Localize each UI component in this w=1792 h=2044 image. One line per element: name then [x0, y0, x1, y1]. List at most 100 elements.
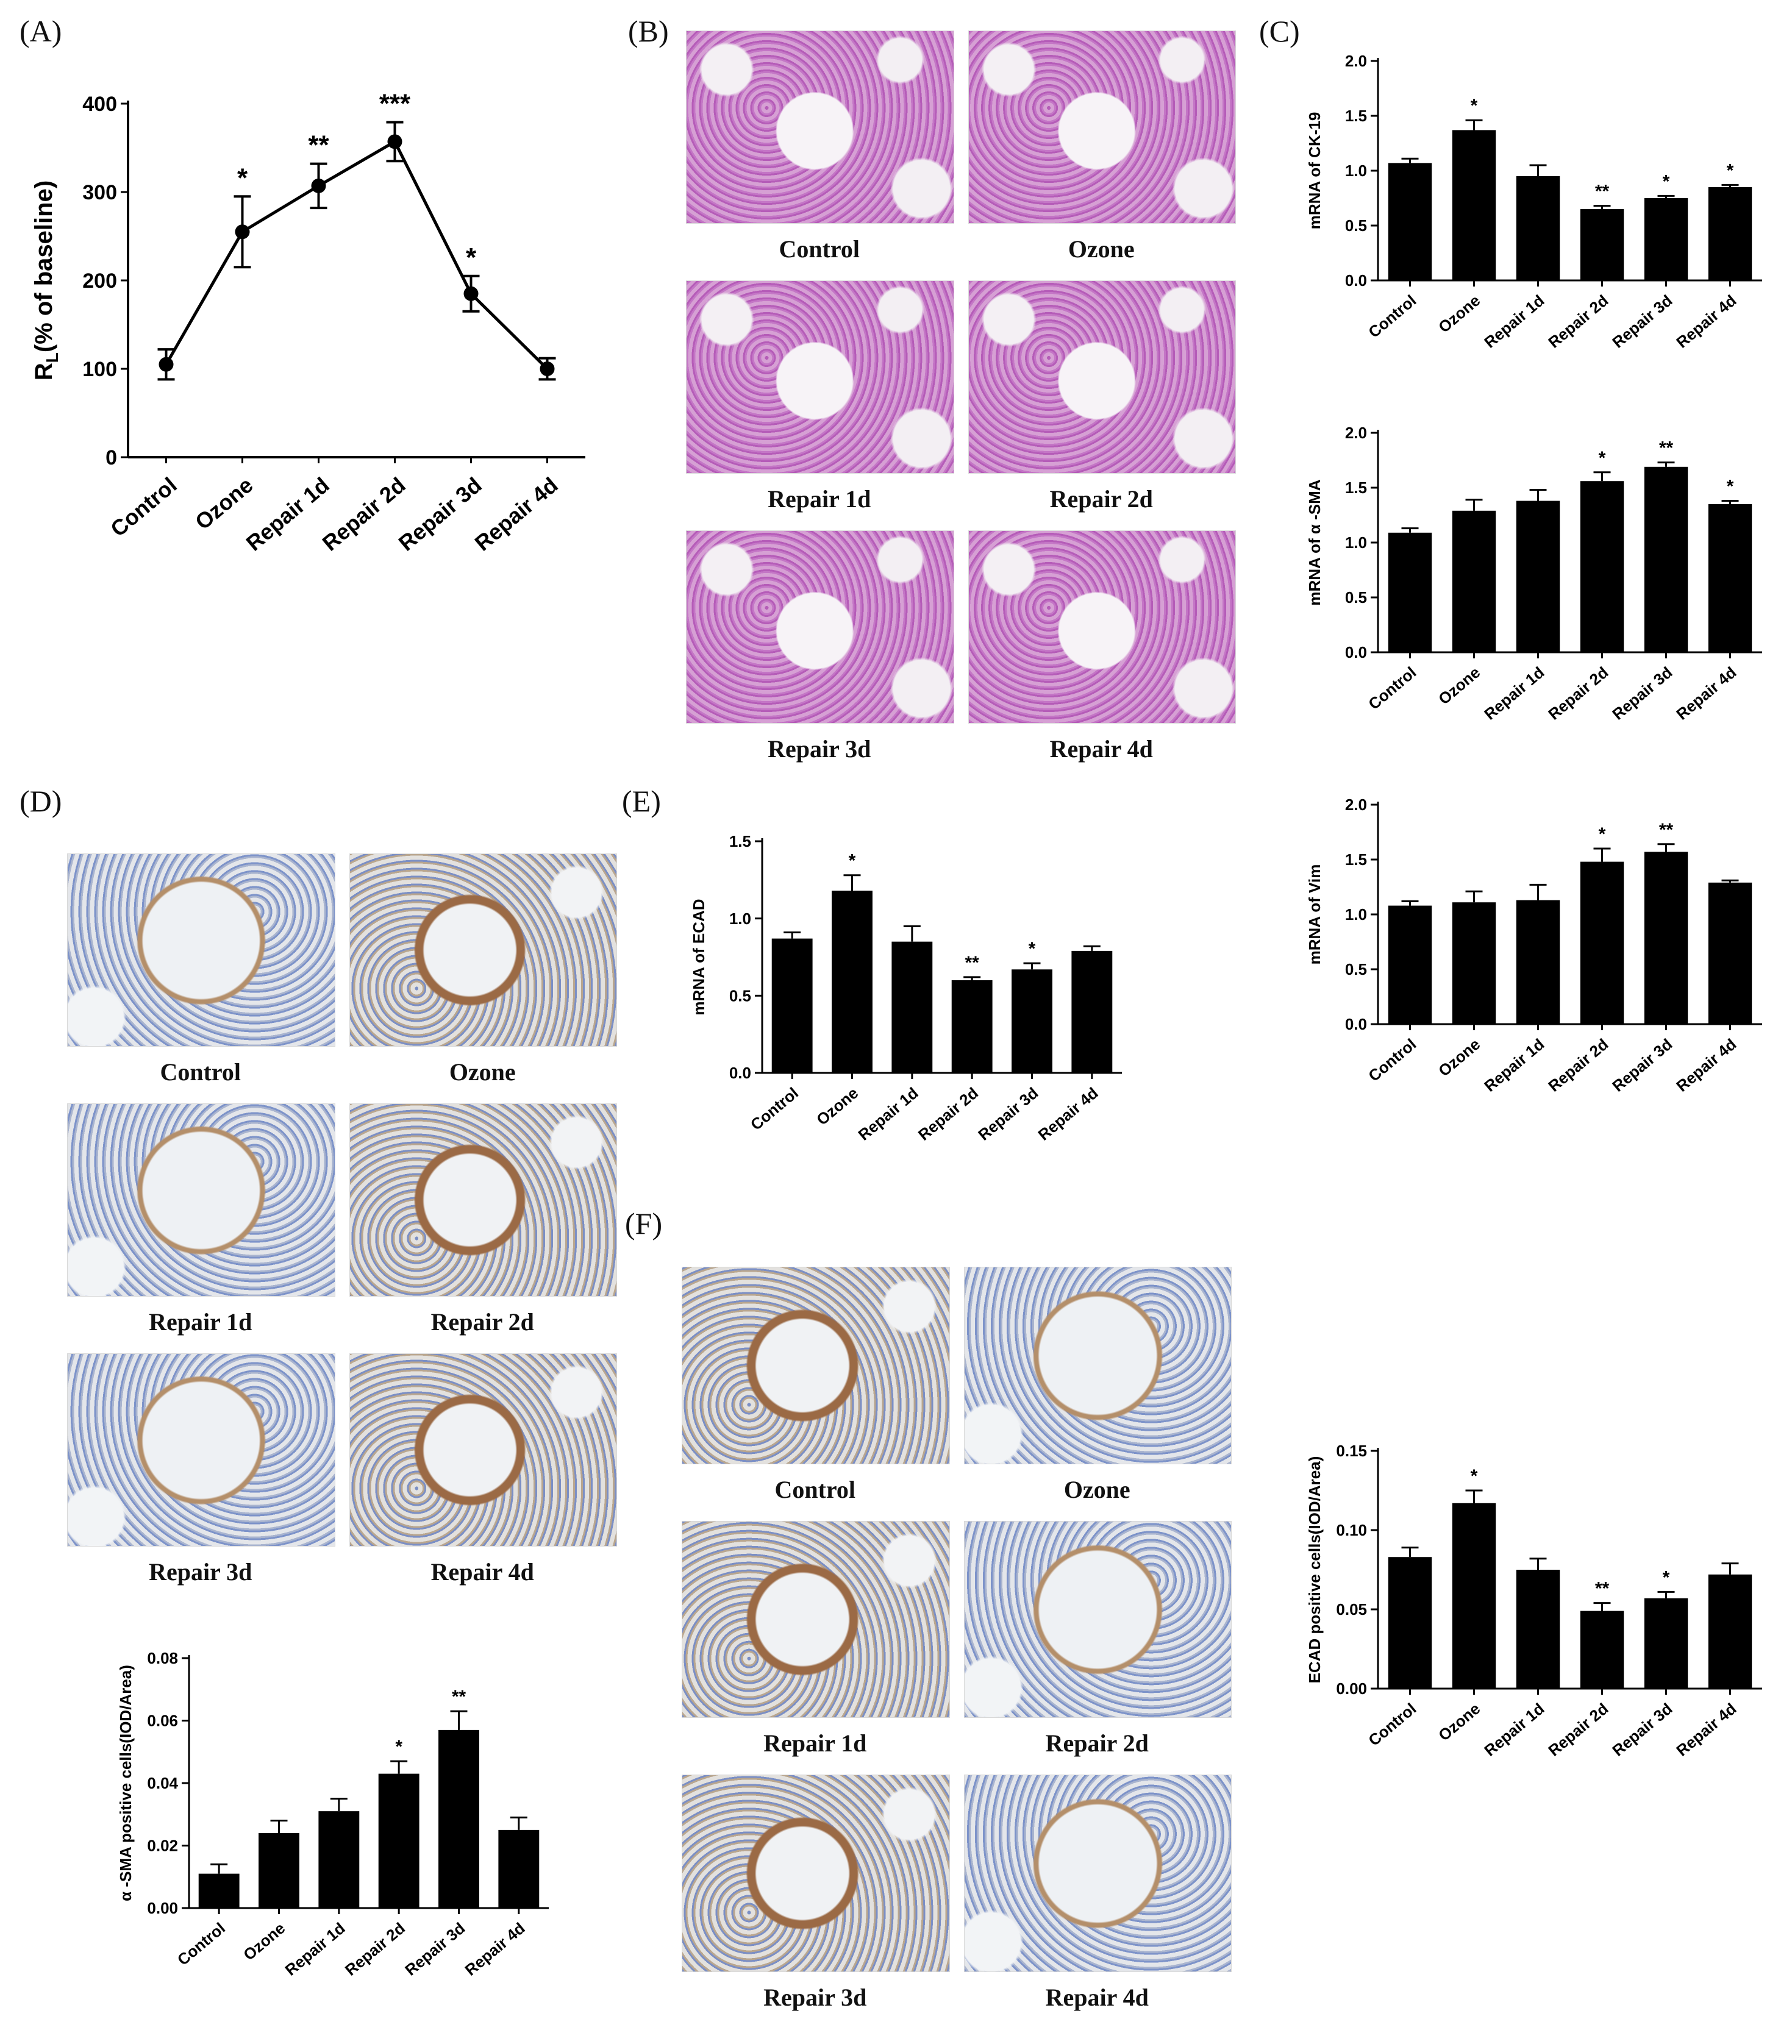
- x-tick-label: Control: [1365, 663, 1419, 713]
- chart-svg-D: 0.00 0.02 0.04 0.06 0.08 α -SMA positive cell…: [116, 1649, 549, 1979]
- y-tick-label: 0.5: [1345, 588, 1367, 607]
- micrograph-d-5: Repair 3d: [67, 1353, 335, 1603]
- x-tick-label: Repair 3d: [974, 1084, 1041, 1144]
- bar: [832, 891, 873, 1073]
- y-tick-label: 0.10: [1336, 1521, 1367, 1539]
- tissue-section-image: [682, 1267, 950, 1464]
- chart-c-ck19: 0.0 0.5 1.0 1.5 2.0 mRNA of CK-19 Control Ozone…: [1293, 37, 1780, 402]
- x-tick-label: Repair 2d: [341, 1919, 409, 1979]
- tissue-section-image: [349, 1353, 617, 1547]
- x-tick-label: Ozone: [1435, 663, 1483, 708]
- micrograph-caption: Repair 2d: [1045, 1729, 1149, 1757]
- x-tick-label: Repair 3d: [394, 472, 487, 556]
- bar: [1580, 481, 1624, 652]
- bar: [378, 1773, 419, 1908]
- bar: [198, 1873, 240, 1908]
- bar: [1452, 1503, 1496, 1689]
- x-tick-label: Ozone: [813, 1084, 862, 1129]
- bar: [1452, 510, 1496, 652]
- bar: [1580, 861, 1624, 1024]
- chart-svg-C2: 0.0 0.5 1.0 1.5 2.0 mRNA of α -SMA Control Ozon…: [1305, 424, 1762, 724]
- micrograph-b-3: Repair 1d: [686, 280, 954, 530]
- bar: [1580, 1611, 1624, 1689]
- micrograph-caption: Repair 3d: [763, 1983, 867, 2011]
- y-axis-label: mRNA of ECAD: [690, 899, 708, 1015]
- x-tick-label: Repair 1d: [1480, 663, 1547, 724]
- data-point: [387, 134, 402, 149]
- x-tick-label: Repair 3d: [1608, 663, 1676, 724]
- x-tick-label: Control: [1365, 291, 1419, 341]
- data-point: [311, 178, 326, 193]
- significance-label: *: [1727, 160, 1734, 180]
- significance-label: *: [1663, 171, 1670, 191]
- y-axis-label: RL(% of baseline): [30, 180, 62, 380]
- micrograph-caption: Repair 4d: [1049, 735, 1153, 763]
- significance-label: *: [849, 851, 856, 871]
- tissue-section-image: [686, 280, 954, 474]
- y-tick-label: 1.5: [729, 832, 751, 850]
- x-tick-label: Repair 2d: [1544, 291, 1612, 352]
- bar: [1516, 900, 1560, 1024]
- series-line: [165, 139, 549, 370]
- tissue-section-image: [968, 30, 1236, 224]
- y-tick-label: 1.0: [1345, 533, 1367, 552]
- data-point: [159, 357, 174, 372]
- micrograph-grid-f: Control Ozone Repair 1d Repair 2d Repair 3d R…: [682, 1267, 1232, 2029]
- micrograph-f-3: Repair 1d: [682, 1520, 950, 1775]
- significance-label: *: [1727, 477, 1734, 497]
- x-tick-label: Control: [105, 472, 181, 542]
- significance-label: **: [1595, 1579, 1610, 1599]
- significance-label: **: [1659, 438, 1674, 458]
- panel-label-e: (E): [622, 784, 661, 818]
- x-tick-label: Control: [1365, 1035, 1419, 1085]
- bar: [1071, 950, 1113, 1073]
- y-axis-label-rest: (% of baseline): [30, 180, 57, 352]
- panel-label-b: (B): [628, 14, 669, 48]
- y-tick-label: 0.0: [729, 1064, 751, 1082]
- y-tick-label: 1.5: [1345, 479, 1367, 497]
- chart-c-vim: 0.0 0.5 1.0 1.5 2.0 mRNA of Vim Control Ozone Re…: [1293, 780, 1780, 1146]
- tissue-section-image: [686, 530, 954, 724]
- x-tick-label: Repair 3d: [1608, 1035, 1676, 1095]
- bar: [1644, 466, 1688, 652]
- bar: [1388, 532, 1432, 652]
- x-tick-label: Repair 4d: [1672, 1035, 1740, 1095]
- x-tick-label: Repair 4d: [1035, 1084, 1102, 1144]
- micrograph-caption: Control: [779, 235, 860, 263]
- bar: [1516, 1570, 1560, 1689]
- significance-label: *: [1471, 96, 1478, 116]
- bar: [1644, 198, 1688, 280]
- x-tick-label: Repair 4d: [470, 472, 563, 556]
- y-tick-label: 0: [105, 446, 117, 469]
- micrograph-grid-d: Control Ozone Repair 1d Repair 2d Repair 3d R…: [67, 853, 617, 1603]
- significance-label: *: [395, 1737, 402, 1757]
- micrograph-d-3: Repair 1d: [67, 1103, 335, 1353]
- micrograph-d-1: Control: [67, 853, 335, 1103]
- bar: [1644, 1598, 1688, 1689]
- tissue-section-image: [67, 1103, 335, 1297]
- x-tick-label: Ozone: [1435, 291, 1483, 337]
- x-tick-label: Repair 1d: [1480, 1700, 1547, 1760]
- micrograph-caption: Repair 3d: [768, 735, 871, 763]
- y-tick-label: 0.5: [729, 986, 751, 1005]
- x-tick-label: Repair 2d: [915, 1084, 982, 1144]
- panel-label-a: (A): [20, 14, 62, 48]
- significance-label: **: [1595, 182, 1610, 202]
- significance-label: *: [1663, 1567, 1670, 1587]
- bar: [1708, 882, 1752, 1024]
- y-tick-label: 1.5: [1345, 107, 1367, 125]
- x-tick-label: Control: [174, 1919, 229, 1969]
- panel-label-c: (C): [1259, 14, 1300, 48]
- panel-label-f: (F): [625, 1206, 663, 1241]
- micrograph-f-2: Ozone: [963, 1267, 1232, 1521]
- micrograph-d-6: Repair 4d: [349, 1353, 617, 1603]
- tissue-section-image: [686, 30, 954, 224]
- x-tick-label: Repair 2d: [1544, 1700, 1612, 1760]
- x-tick-label: Repair 2d: [1544, 1035, 1612, 1095]
- bar: [1644, 852, 1688, 1024]
- x-tick-label: Repair 3d: [1608, 291, 1676, 352]
- x-tick-label: Repair 1d: [855, 1084, 922, 1144]
- x-tick-label: Repair 3d: [401, 1919, 468, 1979]
- chart-c-alpha-sma: 0.0 0.5 1.0 1.5 2.0 mRNA of α -SMA Control Ozon…: [1293, 408, 1780, 774]
